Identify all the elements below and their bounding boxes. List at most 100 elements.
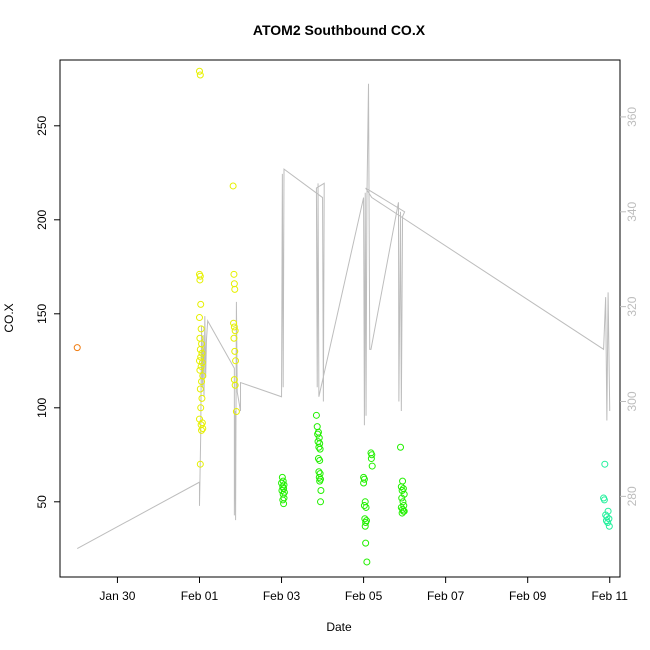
x-tick-label: Feb 05 [345,589,383,603]
y-tick-label: 200 [35,209,49,229]
y-axis-right: 280 300 320 340 360 [620,107,639,506]
data-point [230,323,238,331]
x-tick-label: Feb 03 [263,589,301,603]
data-point [368,462,376,470]
data-point [367,455,375,463]
plot-area [59,59,621,578]
data-point [313,423,321,431]
y-tick-label: 250 [35,115,49,135]
data-point [280,500,288,508]
data-point [195,314,203,322]
data-point [196,71,204,79]
data-point [315,473,323,481]
data-point [195,67,203,75]
data-point [196,276,204,284]
data-point [198,394,206,402]
data-point [230,280,238,288]
x-tick-label: Feb 09 [509,589,547,603]
y-tick-label: 150 [35,303,49,323]
data-point [196,460,204,468]
data-point [197,404,205,412]
data-point [196,272,204,280]
data-point [279,496,287,504]
y-axis-label: CO.X [2,303,16,332]
data-point [229,182,237,190]
data-point [605,522,613,530]
data-point [368,451,376,459]
data-point [604,518,612,526]
data-point [232,357,240,365]
data-point [314,455,322,463]
data-point [315,434,323,442]
data-point [317,487,325,495]
data-point [316,445,324,453]
data-point [601,460,609,468]
series-line-4 [76,83,611,549]
x-tick-label: Feb 07 [427,589,465,603]
x-tick-label: Feb 01 [181,589,219,603]
data-point [197,362,205,370]
data-point [602,517,610,525]
data-point [398,509,406,517]
data-point [199,424,207,432]
data-point [360,479,368,487]
data-point [362,539,370,547]
data-point [197,300,205,308]
data-point [231,327,239,335]
x-tick-label: Feb 11 [592,589,629,603]
chart-title: ATOM2 Southbound CO.X [253,22,426,38]
point-series [73,67,613,566]
data-point [360,502,368,510]
data-point [314,438,322,446]
data-point [231,285,239,293]
data-point [363,558,371,566]
data-point [314,430,322,438]
data-point [198,349,206,357]
y2-tick-label: 320 [625,296,639,316]
data-point [360,475,368,483]
y2-tick-label: 340 [625,201,639,221]
data-point [231,347,239,355]
data-point [361,522,369,530]
data-point [316,456,324,464]
data-point [399,477,407,485]
x-axis-label: Date [326,620,352,634]
y-tick-label: 50 [35,495,49,509]
data-point [230,319,238,327]
y-axis-left: 50 100 150 200 250 [35,115,60,508]
data-point [198,426,206,434]
data-point [317,498,325,506]
data-point [196,385,204,393]
data-point [362,518,370,526]
data-point [198,377,206,385]
y-tick-label: 100 [35,397,49,417]
data-point [397,443,405,451]
data-point [232,408,240,416]
data-point [315,443,323,451]
data-point [316,477,324,485]
data-point [398,487,406,495]
x-tick-label: Jan 30 [99,589,135,603]
data-point [73,344,81,352]
data-point [197,325,205,333]
data-point [196,346,204,354]
data-point [600,496,608,504]
data-point [362,503,370,511]
data-point [230,270,238,278]
y2-tick-label: 360 [625,107,639,127]
data-point [361,515,369,523]
data-point [196,366,204,374]
data-point [398,494,406,502]
x-axis: Jan 30 Feb 01 Feb 03 Feb 05 Feb 07 Feb 09 Feb … [99,577,628,603]
data-point [231,381,239,389]
y2-tick-label: 280 [625,486,639,506]
data-point [397,483,405,491]
line-series [76,83,611,549]
data-point [312,411,320,419]
data-point [198,359,206,367]
plot-frame [59,59,621,578]
data-point [230,334,238,342]
data-point [400,507,408,515]
y2-tick-label: 300 [625,391,639,411]
